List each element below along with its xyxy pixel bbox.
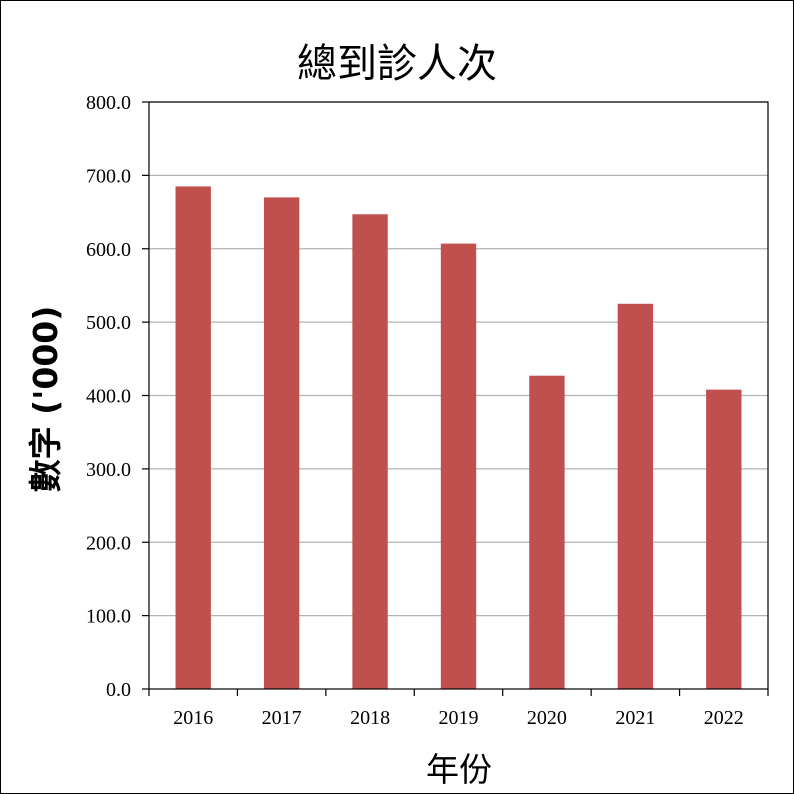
y-tick-label: 0.0	[106, 679, 131, 701]
bar-2022	[706, 389, 742, 689]
plot-area-border	[148, 101, 769, 690]
axes	[142, 101, 769, 696]
y-tick-label: 100.0	[86, 606, 131, 628]
bar-2017	[263, 197, 300, 689]
tick-labels: 0.0 100.0 200.0 300.0 400.0 500.0 600.0 700.0 80…	[86, 92, 744, 729]
x-tick-label: 2016	[173, 707, 213, 729]
x-tick-label: 2018	[350, 707, 390, 729]
y-tick-label: 500.0	[86, 312, 131, 334]
x-tick-label: 2021	[615, 707, 655, 729]
bar-2018	[352, 214, 388, 690]
y-tick-label: 300.0	[86, 459, 131, 481]
x-tick-label: 2019	[439, 707, 479, 729]
bar-2020	[529, 375, 565, 689]
y-tick-label: 200.0	[86, 532, 131, 554]
chart-title: 總到診人次	[297, 41, 497, 87]
x-tick-label: 2020	[527, 707, 567, 729]
x-tick-label: 2017	[262, 707, 302, 729]
y-tick-label: 700.0	[86, 165, 131, 187]
x-axis-label: 年份	[426, 750, 492, 789]
y-tick-label: 400.0	[86, 386, 131, 408]
y-tick-label: 600.0	[86, 239, 131, 261]
bars	[175, 186, 742, 690]
bar-2021	[617, 303, 654, 689]
bar-2019	[440, 243, 477, 689]
x-tick-label: 2022	[704, 707, 744, 729]
y-tick-label: 800.0	[86, 92, 131, 114]
bar-2016	[175, 186, 211, 689]
